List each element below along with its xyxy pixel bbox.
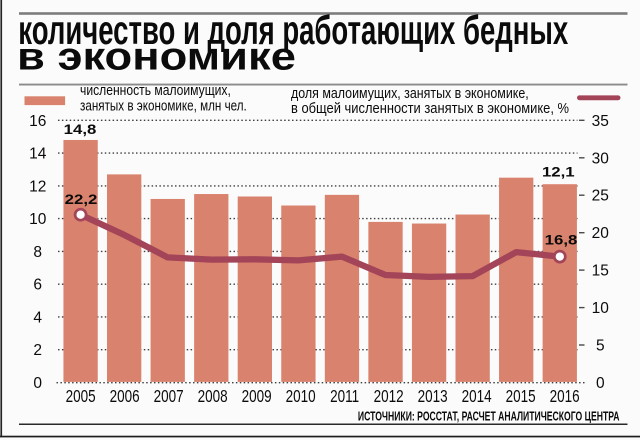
svg-text:2006: 2006 [110,387,140,406]
svg-text:4: 4 [33,309,42,326]
svg-text:14: 14 [29,146,47,163]
svg-text:10: 10 [592,300,610,317]
svg-text:5: 5 [596,338,605,355]
svg-text:2010: 2010 [286,387,316,406]
svg-text:2005: 2005 [66,387,96,406]
svg-text:в экономике: в экономике [17,34,296,77]
svg-text:12: 12 [29,178,46,195]
svg-text:22,2: 22,2 [65,192,98,207]
svg-text:количество и доля работающих б: количество и доля работающих бедных [18,8,568,54]
svg-text:12,1: 12,1 [542,165,575,180]
svg-text:2015: 2015 [506,387,536,406]
svg-text:в общей численности занятых в: в общей численности занятых в экономике,… [291,99,569,116]
svg-text:0: 0 [33,375,42,392]
svg-text:8: 8 [33,244,42,261]
svg-text:2016: 2016 [550,387,580,406]
svg-text:6: 6 [33,277,42,294]
svg-text:15: 15 [592,263,609,280]
svg-text:16,8: 16,8 [545,233,578,248]
svg-text:2014: 2014 [462,387,492,406]
svg-text:10: 10 [29,211,47,228]
svg-text:занятых в экономике, млн чел.: занятых в экономике, млн чел. [80,97,247,114]
svg-text:доля малоимущих, занятых в эко: доля малоимущих, занятых в экономике, [291,85,529,101]
svg-text:25: 25 [592,188,609,205]
svg-text:2008: 2008 [198,387,228,406]
svg-text:2009: 2009 [242,387,272,406]
svg-text:30: 30 [592,150,610,167]
svg-text:0: 0 [596,375,605,392]
svg-text:20: 20 [592,225,610,242]
svg-text:14,8: 14,8 [64,122,97,137]
svg-text:ИСТОЧНИКИ: РОССТАТ, РАСЧЕТ АНА: ИСТОЧНИКИ: РОССТАТ, РАСЧЕТ АНАЛИТИЧЕСКОГ… [358,410,620,424]
svg-text:16: 16 [29,113,46,130]
svg-text:2013: 2013 [418,387,448,406]
svg-text:35: 35 [592,113,609,130]
svg-text:2012: 2012 [374,387,404,406]
svg-text:2011: 2011 [330,387,359,406]
svg-text:2: 2 [33,342,42,359]
svg-text:численность малоимущих,: численность малоимущих, [80,82,231,98]
svg-text:2007: 2007 [154,387,184,406]
